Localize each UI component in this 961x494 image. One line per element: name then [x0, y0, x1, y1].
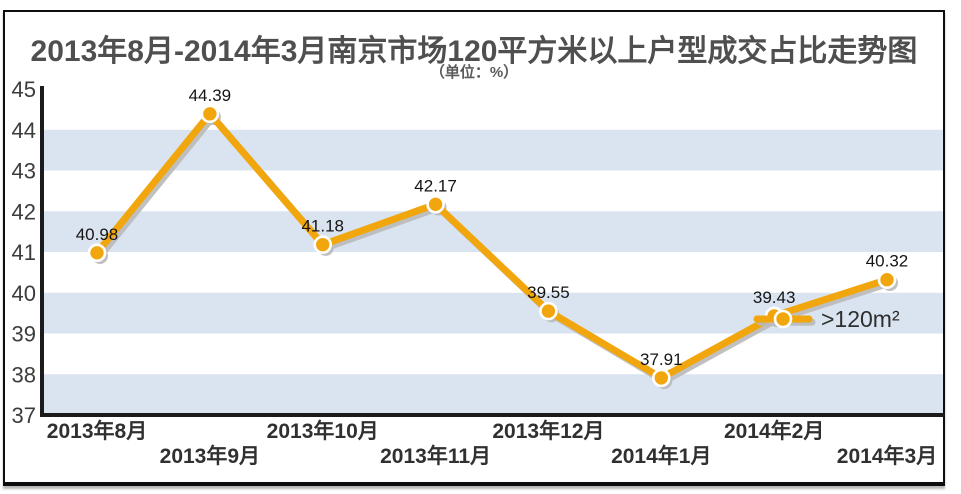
plot-band: [44, 292, 943, 334]
x-axis-category-label: 2014年1月: [611, 444, 711, 468]
plot-band: [44, 211, 943, 252]
x-axis-category-label: 2013年8月: [47, 419, 147, 443]
legend-swatch-marker: [773, 309, 793, 329]
y-axis-tick-label: 39: [12, 322, 36, 347]
series-line: [93, 110, 891, 382]
x-axis-category-label: 2013年11月: [380, 444, 491, 468]
x-axis-category-label: 2014年3月: [837, 444, 937, 468]
plot-band: [44, 374, 943, 415]
x-axis-category-label: 2014年2月: [724, 419, 824, 443]
data-point-marker: [539, 301, 558, 321]
data-point-marker: [426, 195, 445, 214]
data-point-marker: [200, 104, 220, 124]
x-axis-category-label: 2013年12月: [492, 419, 604, 443]
y-axis-tick-label: 43: [12, 159, 36, 184]
data-point-value-label: 41.18: [301, 217, 344, 236]
chart-title: 2013年8月-2014年3月南京市场120平方米以上户型成交占比走势图: [30, 35, 918, 68]
y-axis-tick-label: 37: [12, 403, 36, 428]
x-axis-category-label: 2013年9月: [160, 444, 260, 468]
data-point-value-label: 44.39: [189, 86, 232, 105]
data-point-value-label: 42.17: [414, 176, 457, 195]
x-axis-category-label: 2013年10月: [267, 419, 379, 443]
data-point-value-label: 40.32: [866, 252, 909, 271]
legend-label: >120m²: [821, 306, 900, 332]
data-point-value-label: 37.91: [640, 350, 683, 369]
data-point-marker: [877, 270, 897, 290]
data-point-marker: [87, 243, 107, 263]
y-axis-tick-label: 40: [12, 281, 36, 306]
y-axis-tick-label: 44: [12, 118, 36, 143]
data-point-value-label: 39.55: [527, 283, 570, 302]
data-point-value-label: 39.43: [753, 288, 796, 307]
y-axis-tick-label: 42: [12, 199, 36, 224]
y-axis-tick-label: 41: [12, 240, 36, 265]
chart-unit-subtitle: （单位：%）: [429, 64, 519, 81]
y-axis-tick-label: 45: [12, 77, 36, 102]
data-point-value-label: 40.98: [76, 225, 119, 244]
data-point-marker: [313, 235, 333, 254]
data-point-marker: [651, 368, 671, 388]
y-axis-tick-label: 38: [12, 362, 36, 387]
